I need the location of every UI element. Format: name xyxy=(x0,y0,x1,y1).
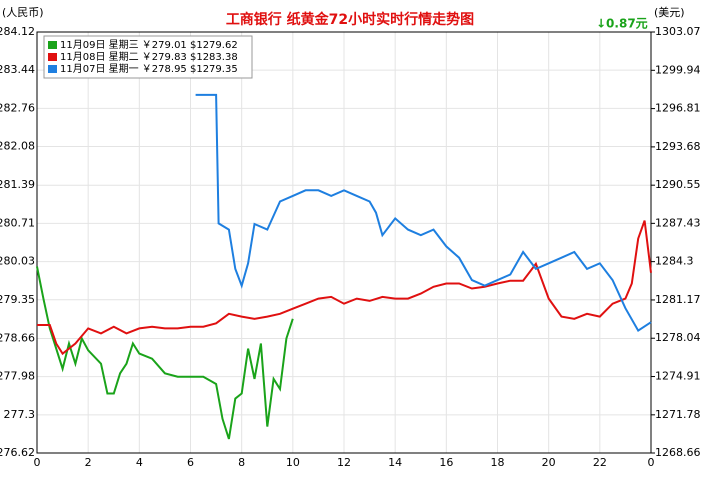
price-change: ↓0.87元 xyxy=(596,17,648,31)
y2-tick-label: 1293.68 xyxy=(655,140,701,153)
x-tick-label: 0 xyxy=(648,456,655,469)
y2-tick-label: 1287.43 xyxy=(655,216,701,229)
x-tick-label: 8 xyxy=(238,456,245,469)
legend-box xyxy=(43,35,253,79)
y2-tick-label: 1278.04 xyxy=(655,331,701,344)
y-tick-label: 276.62 xyxy=(0,446,35,459)
x-tick-label: 2 xyxy=(85,456,92,469)
y-tick-label: 277.3 xyxy=(4,408,36,421)
x-tick-label: 14 xyxy=(388,456,402,469)
plot-border xyxy=(36,31,652,454)
y-tick-label: 282.08 xyxy=(0,140,35,153)
y2-tick-label: 1284.3 xyxy=(655,255,694,268)
x-tick-label: 6 xyxy=(187,456,194,469)
y2-tick-label: 1303.07 xyxy=(655,25,701,38)
y-tick-label: 278.66 xyxy=(0,331,35,344)
legend-swatch xyxy=(48,65,57,73)
legend-swatch xyxy=(48,41,57,49)
y-tick-label: 283.44 xyxy=(0,63,35,76)
y2-axis-label: (美元) xyxy=(654,6,685,19)
y-tick-label: 280.71 xyxy=(0,216,35,229)
x-tick-label: 12 xyxy=(337,456,351,469)
y2-tick-label: 1274.91 xyxy=(655,370,701,383)
legend-label: 11月07日 星期一 ￥278.95 $1279.35 xyxy=(60,63,238,75)
y-tick-label: 281.39 xyxy=(0,178,35,191)
y2-tick-label: 1281.17 xyxy=(655,293,701,306)
legend-swatch xyxy=(48,53,57,61)
y-tick-label: 282.76 xyxy=(0,101,35,114)
y2-tick-label: 1290.55 xyxy=(655,178,701,191)
x-tick-label: 4 xyxy=(136,456,143,469)
x-tick-label: 20 xyxy=(542,456,556,469)
x-tick-label: 16 xyxy=(439,456,453,469)
chart-title: 工商银行 纸黄金72小时实时行情走势图 xyxy=(226,11,474,28)
legend-label: 11月08日 星期二 ￥279.83 $1283.38 xyxy=(60,51,238,63)
x-tick-label: 22 xyxy=(593,456,607,469)
x-tick-label: 10 xyxy=(286,456,300,469)
y-tick-label: 284.12 xyxy=(0,25,35,38)
x-tick-label: 0 xyxy=(34,456,41,469)
y-tick-label: 277.98 xyxy=(0,370,35,383)
y2-tick-label: 1296.81 xyxy=(655,102,701,115)
y-tick-label: 279.35 xyxy=(0,293,35,306)
y-tick-label: 280.03 xyxy=(0,255,35,268)
y2-tick-label: 1299.94 xyxy=(655,63,701,76)
price-line xyxy=(37,220,652,356)
y2-tick-label: 1268.66 xyxy=(655,446,701,459)
price-line xyxy=(36,266,294,440)
y2-tick-label: 1271.78 xyxy=(655,408,701,421)
y-axis-label: (人民币) xyxy=(2,6,44,19)
price-line xyxy=(195,93,652,333)
legend-label: 11月09日 星期三 ￥279.01 $1279.62 xyxy=(60,39,238,51)
x-tick-label: 18 xyxy=(491,456,505,469)
